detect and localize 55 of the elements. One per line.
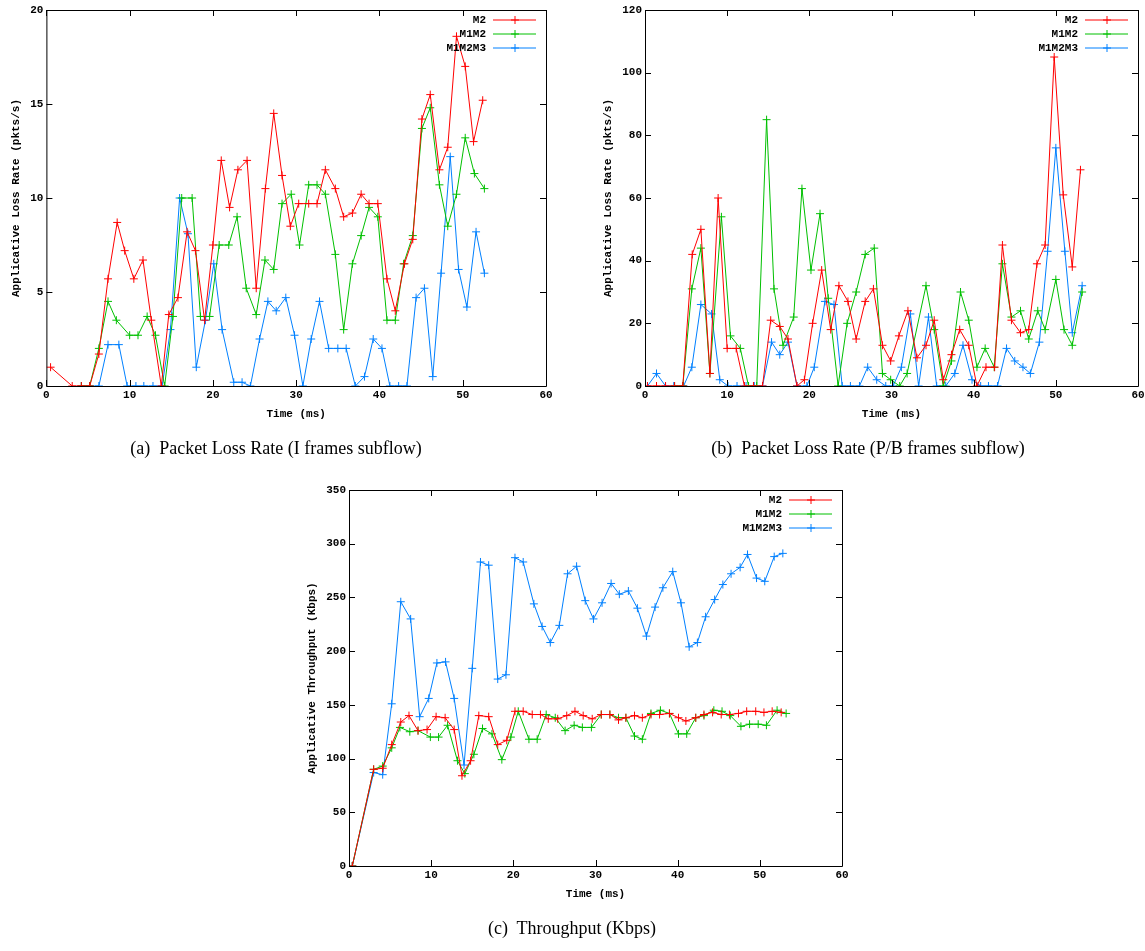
y-tick-label: 300 [326, 537, 346, 550]
x-tick-label: 40 [671, 869, 685, 882]
y-tick-label: 50 [332, 806, 346, 819]
x-axis-title: Time (ms) [266, 407, 326, 420]
x-tick-label: 60 [539, 389, 553, 402]
y-tick-label: 20 [628, 317, 642, 330]
y-tick-label: 5 [36, 285, 44, 298]
y-tick-label: 80 [628, 129, 642, 142]
x-tick-label: 50 [1049, 389, 1063, 402]
y-tick-label: 0 [36, 379, 44, 392]
y-tick-label: 40 [628, 254, 642, 267]
legend-label: M1M2 [1051, 27, 1078, 40]
legend-label: M1M2M3 [1038, 41, 1079, 54]
y-tick-label: 250 [326, 591, 346, 604]
x-tick-label: 60 [1131, 389, 1145, 402]
y-tick-label: 60 [628, 191, 642, 204]
y-tick-label: 120 [622, 3, 642, 16]
legend-label: M1M2 [459, 27, 486, 40]
y-tick-label: 20 [30, 3, 44, 16]
legend-label: M2 [768, 493, 782, 506]
text: (b) Packet Loss Rate (P/B frames subflow) [711, 437, 1025, 459]
y-tick-label: 0 [635, 379, 642, 392]
legend-label: M2 [472, 13, 486, 26]
y-axis-title: Applicative Loss Rate (pkts/s) [602, 98, 615, 298]
y-tick-label: 200 [326, 644, 346, 657]
x-tick-label: 20 [206, 389, 220, 402]
x-tick-label: 50 [456, 389, 470, 402]
x-tick-label: 30 [884, 389, 899, 402]
x-tick-label: 10 [720, 389, 734, 402]
x-axis-title: Time (ms) [861, 407, 922, 420]
x-tick-label: 20 [506, 869, 520, 882]
legend-label: M1M2M3 [742, 521, 783, 534]
x-tick-label: 10 [123, 389, 137, 402]
x-tick-label: 20 [802, 389, 816, 402]
x-tick-label: 30 [289, 389, 303, 402]
text: (a) Packet Loss Rate (I frames subflow) [130, 437, 422, 459]
x-axis-title: Time (ms) [565, 887, 626, 900]
x-tick-label: 10 [424, 869, 438, 882]
x-tick-label: 40 [967, 389, 981, 402]
y-tick-label: 100 [326, 752, 346, 765]
y-tick-label: 15 [30, 97, 44, 110]
y-tick-label: 100 [622, 66, 642, 79]
y-tick-label: 150 [326, 698, 346, 711]
x-tick-label: 50 [753, 869, 767, 882]
y-tick-label: 350 [326, 483, 346, 496]
y-tick-label: 0 [339, 859, 346, 872]
y-tick-label: 10 [30, 191, 44, 204]
x-tick-label: 30 [588, 869, 603, 882]
text: (c) Throughput (Kbps) [487, 917, 657, 939]
legend-label: M2 [1064, 13, 1078, 26]
y-axis-title: Applicative Loss Rate (pkts/s) [10, 98, 23, 298]
legend-label: M1M2 [755, 507, 782, 520]
y-axis-title: Applicative Throughput (Kbps) [306, 582, 319, 774]
x-tick-label: 40 [372, 389, 387, 402]
x-tick-label: 60 [835, 869, 849, 882]
